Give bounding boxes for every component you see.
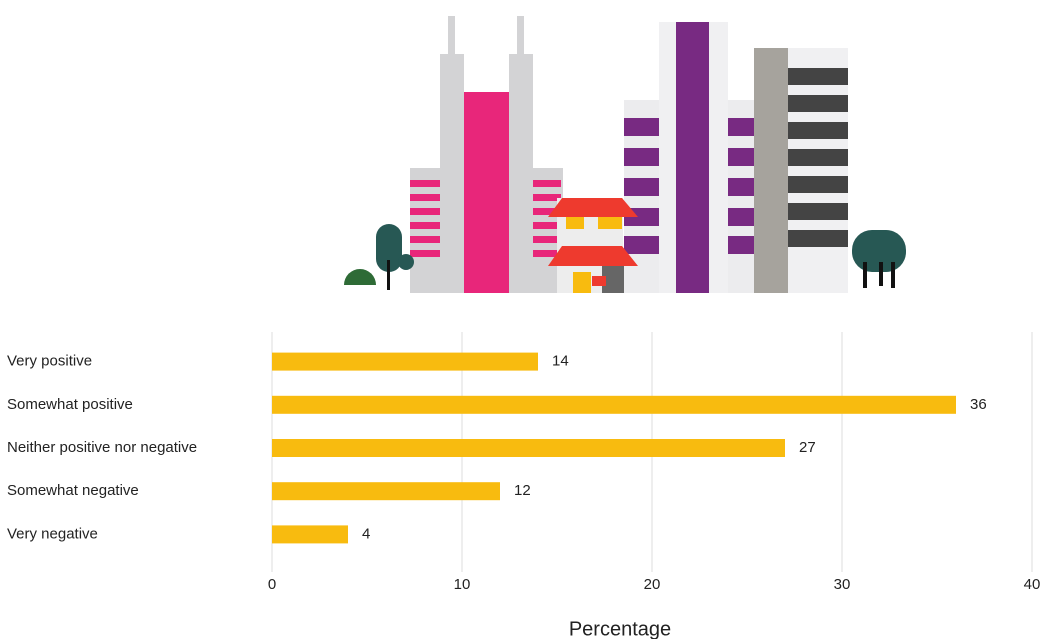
y-tick-label: Somewhat positive: [7, 396, 133, 413]
value-label: 36: [970, 396, 987, 413]
x-tick-label: 0: [268, 576, 276, 593]
x-axis-title: Percentage: [569, 618, 671, 639]
x-tick-label: 20: [644, 576, 661, 593]
y-tick-label: Very positive: [7, 353, 92, 370]
x-tick-label: 30: [834, 576, 851, 593]
value-label: 14: [552, 353, 569, 370]
bar: [272, 482, 500, 501]
bar: [272, 525, 348, 544]
value-label: 4: [362, 525, 370, 542]
value-label: 12: [514, 482, 531, 499]
x-tick-label: 40: [1024, 576, 1041, 593]
y-tick-label: Very negative: [7, 525, 98, 542]
x-tick-label: 10: [454, 576, 471, 593]
value-label: 27: [799, 439, 816, 456]
bar: [272, 439, 785, 457]
bar: [272, 352, 538, 371]
bar: [272, 395, 956, 414]
city-illustration: [344, 16, 906, 293]
y-tick-label: Neither positive nor negative: [7, 439, 197, 456]
y-tick-label: Somewhat negative: [7, 482, 139, 499]
plot-area: 0 10 20 30 40 Very positive 14 Somewhat positiv…: [7, 332, 1040, 593]
